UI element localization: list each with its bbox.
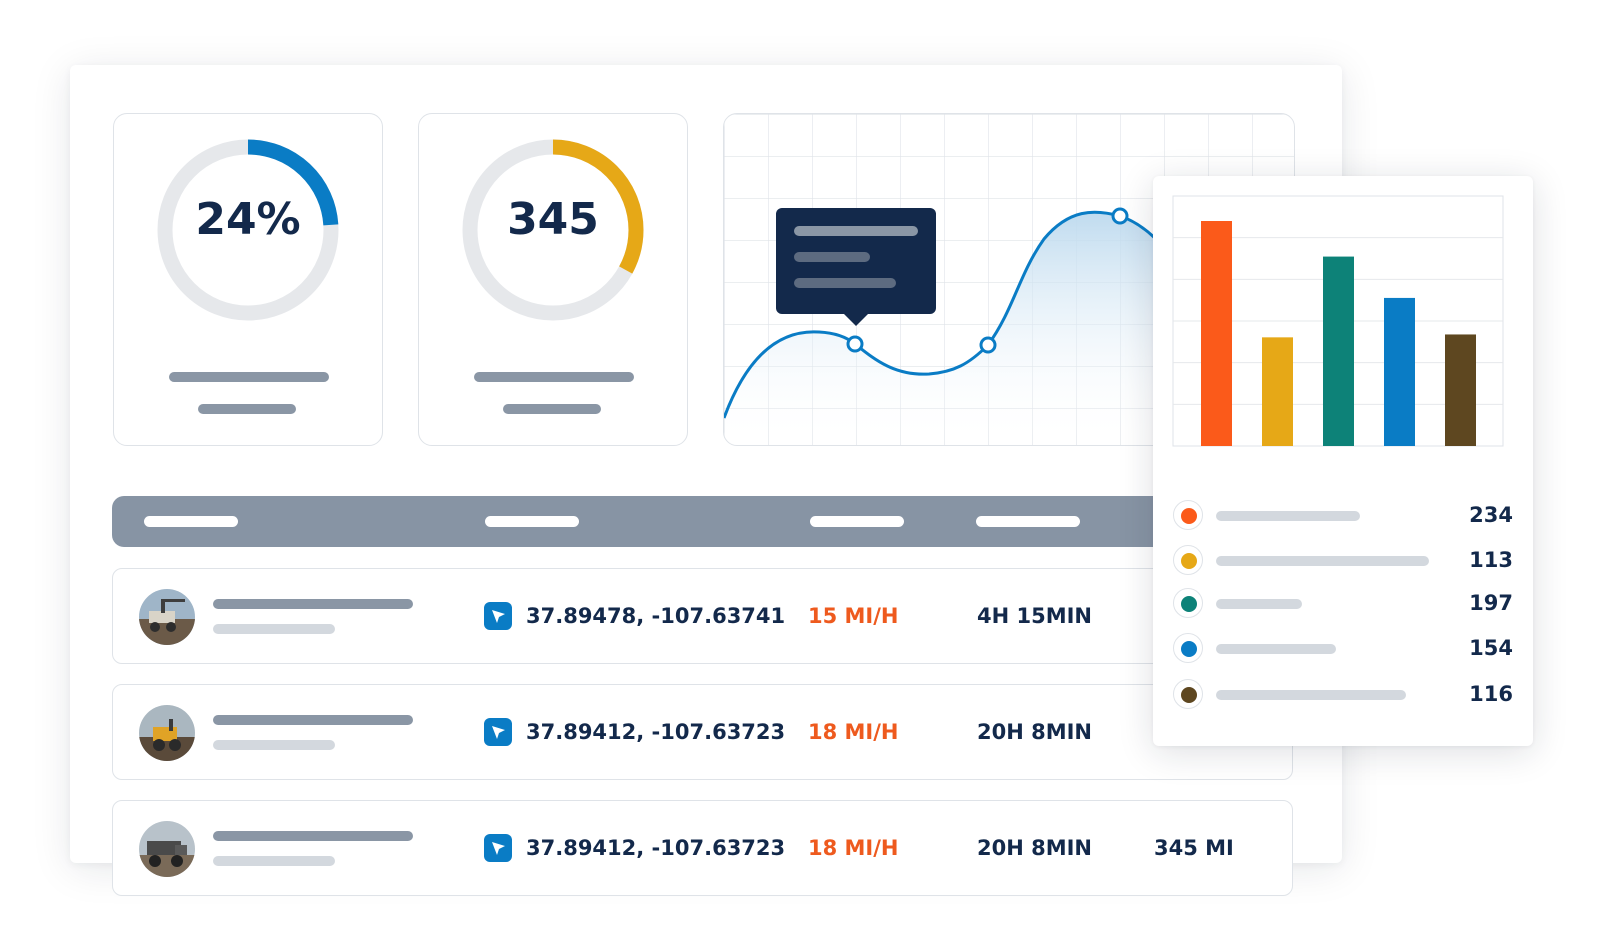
table-header	[112, 496, 1292, 547]
chart-tooltip	[776, 208, 936, 326]
chart-point[interactable]	[846, 335, 864, 353]
legend-dot	[1181, 687, 1197, 703]
column-header-placeholder	[976, 516, 1080, 527]
kpi-sublabel-placeholder	[503, 404, 601, 414]
row-coordinates: 37.89478, -107.63741	[526, 604, 786, 628]
navigation-arrow-icon[interactable]	[484, 834, 512, 862]
row-title-placeholder	[213, 715, 413, 725]
legend-item: 113	[1173, 545, 1513, 577]
kpi-card-count: 345	[418, 113, 688, 446]
row-coordinates: 37.89412, -107.63723	[526, 720, 786, 744]
bar[interactable]	[1262, 337, 1293, 446]
kpi-sublabel-placeholder	[198, 404, 296, 414]
legend-dot	[1181, 553, 1197, 569]
legend-item: 234	[1173, 500, 1513, 532]
row-title-placeholder	[213, 831, 413, 841]
chart-area	[724, 212, 1184, 445]
bar[interactable]	[1323, 256, 1354, 446]
legend-value: 154	[1469, 636, 1513, 660]
legend-value: 197	[1469, 591, 1513, 615]
bar[interactable]	[1201, 221, 1232, 446]
row-duration: 20H 8MIN	[977, 836, 1093, 860]
kpi-label-placeholder	[474, 372, 634, 382]
row-duration: 4H 15MIN	[977, 604, 1093, 628]
bar[interactable]	[1445, 334, 1476, 446]
row-duration: 20H 8MIN	[977, 720, 1093, 744]
legend-label-placeholder	[1216, 644, 1336, 654]
column-header-placeholder	[810, 516, 904, 527]
legend-item: 116	[1173, 679, 1513, 711]
legend-item: 154	[1173, 633, 1513, 665]
legend-label-placeholder	[1216, 690, 1406, 700]
legend-label-placeholder	[1216, 511, 1360, 521]
table-row[interactable]: 37.89478, -107.63741 15 MI/H 4H 15MIN	[112, 568, 1293, 664]
row-speed: 15 MI/H	[808, 604, 899, 628]
row-speed: 18 MI/H	[808, 720, 899, 744]
row-subtitle-placeholder	[213, 624, 335, 634]
legend-value: 116	[1469, 682, 1513, 706]
row-speed: 18 MI/H	[808, 836, 899, 860]
legend-value: 234	[1469, 503, 1513, 527]
legend-dot	[1181, 508, 1197, 524]
column-header-placeholder	[485, 516, 579, 527]
legend-dot	[1181, 641, 1197, 657]
row-subtitle-placeholder	[213, 856, 335, 866]
chart-point[interactable]	[1111, 207, 1129, 225]
vehicle-avatar	[139, 589, 195, 645]
navigation-arrow-icon[interactable]	[484, 718, 512, 746]
chart-point[interactable]	[979, 336, 997, 354]
table-row[interactable]: 37.89412, -107.63723 18 MI/H 20H 8MIN	[112, 684, 1293, 780]
kpi-value: 345	[507, 194, 599, 245]
legend-value: 113	[1469, 548, 1513, 572]
bar[interactable]	[1384, 297, 1415, 446]
legend-item: 197	[1173, 588, 1513, 620]
kpi-value: 24%	[195, 194, 301, 245]
chart-line	[724, 210, 1186, 419]
progress-ring	[157, 139, 339, 321]
column-header-placeholder	[144, 516, 238, 527]
navigation-arrow-icon[interactable]	[484, 602, 512, 630]
legend-dot	[1181, 596, 1197, 612]
legend-label-placeholder	[1216, 599, 1302, 609]
bar-chart	[1172, 195, 1504, 447]
row-subtitle-placeholder	[213, 740, 335, 750]
vehicle-avatar	[139, 821, 195, 877]
row-title-placeholder	[213, 599, 413, 609]
kpi-card-percent: 24%	[113, 113, 383, 446]
row-distance: 345 MI	[1154, 836, 1234, 860]
vehicle-avatar	[139, 705, 195, 761]
row-coordinates: 37.89412, -107.63723	[526, 836, 786, 860]
kpi-label-placeholder	[169, 372, 329, 382]
progress-ring	[462, 139, 644, 321]
legend-label-placeholder	[1216, 556, 1429, 566]
table-row[interactable]: 37.89412, -107.63723 18 MI/H 20H 8MIN 34…	[112, 800, 1293, 896]
bar-chart-card: 234 113 197 154 116	[1153, 176, 1533, 746]
